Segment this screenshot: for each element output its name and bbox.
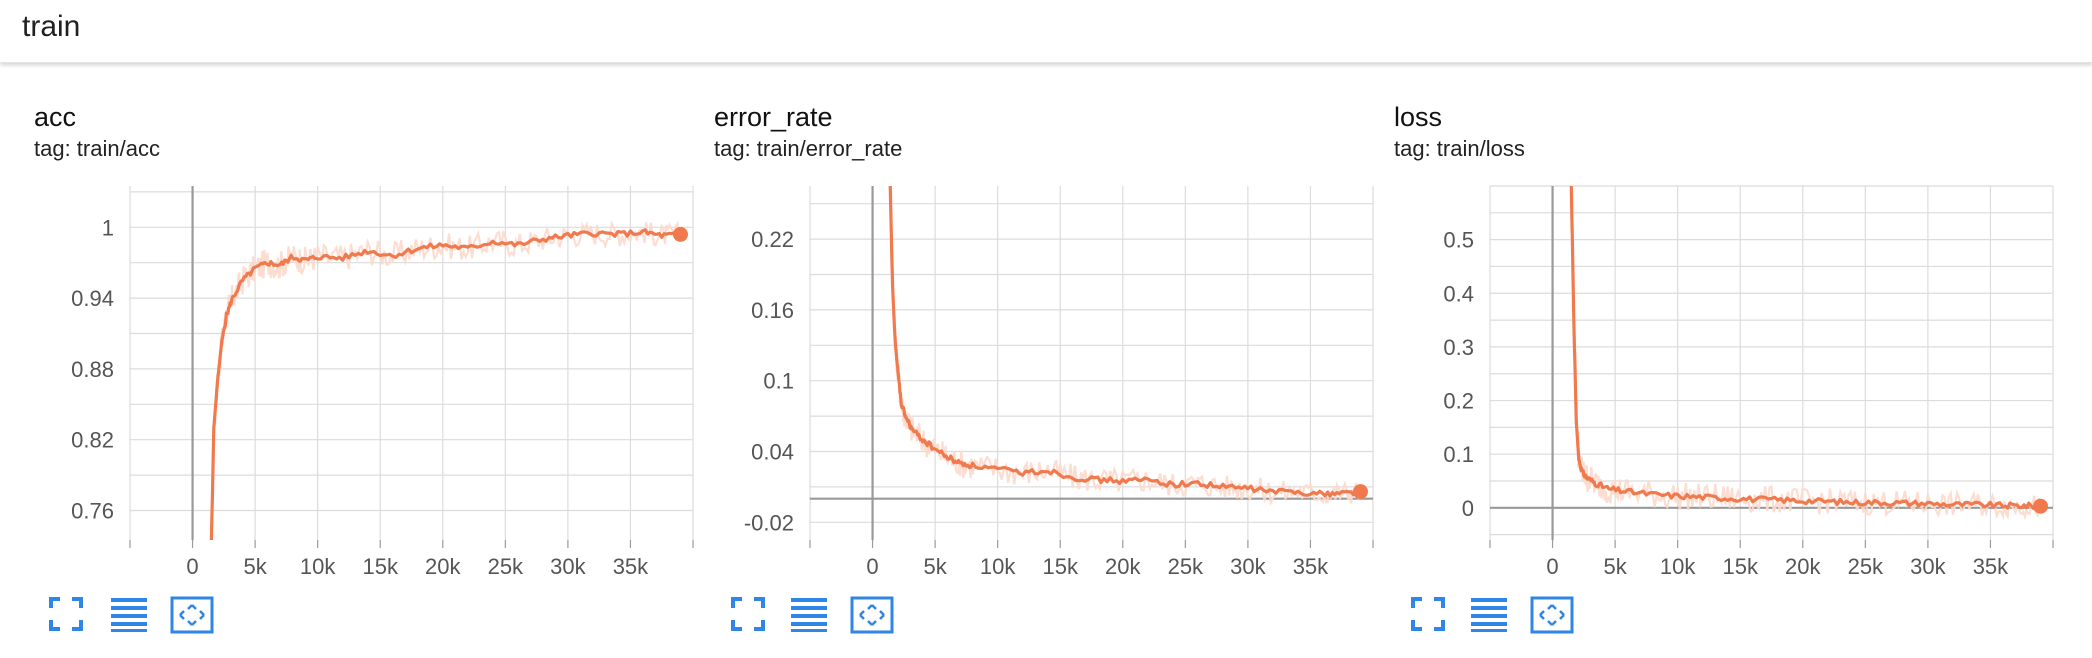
x-tick-label: 30k bbox=[550, 554, 586, 579]
expand-chart-button[interactable] bbox=[170, 596, 214, 638]
x-tick-label: 0 bbox=[1546, 554, 1558, 579]
chart-title: error_rate bbox=[714, 102, 833, 132]
expand-icon bbox=[170, 596, 214, 634]
y-tick-label: 0.82 bbox=[71, 428, 114, 453]
y-tick-label: 0.22 bbox=[751, 227, 794, 252]
y-tick-label: 0.4 bbox=[1443, 281, 1474, 306]
raw-series-line bbox=[889, 186, 1360, 507]
smoothed-series-line bbox=[888, 186, 1362, 498]
series-end-point bbox=[2032, 498, 2048, 514]
fit-domain-button[interactable] bbox=[1410, 596, 1446, 638]
fit-domain-icon bbox=[731, 597, 765, 631]
smoothed-series-line bbox=[1569, 186, 2041, 510]
x-tick-label: 20k bbox=[1105, 554, 1141, 579]
raw-series-line bbox=[1570, 189, 2040, 521]
y-tick-label: 0.1 bbox=[1443, 442, 1474, 467]
error-rate-chart: -0.02 0.04 0.1 0.16 0.22 0 5k 10k 15k 20k 25k 30k 35… bbox=[744, 186, 1374, 579]
chart-tag: tag: train/loss bbox=[1394, 136, 1525, 161]
x-tick-label: 10k bbox=[300, 554, 336, 579]
chart-card-loss: loss tag: train/loss 0 0.1 0.2 0.3 0.4 0.5 0 5k… bbox=[1360, 90, 2054, 650]
x-tick-label: 5k bbox=[243, 554, 267, 579]
fit-domain-icon bbox=[49, 597, 83, 631]
chart-title: loss bbox=[1394, 102, 1443, 132]
fit-domain-icon bbox=[1411, 597, 1445, 631]
run-header: train bbox=[0, 0, 2092, 63]
x-tick-label: 10k bbox=[980, 554, 1016, 579]
y-tick-label: -0.02 bbox=[744, 510, 794, 535]
chart-card-error-rate: error_rate tag: train/error_rate -0.02 0.… bbox=[680, 90, 1374, 650]
x-tick-label: 25k bbox=[488, 554, 524, 579]
x-tick-label: 0 bbox=[866, 554, 878, 579]
x-tick-label: 25k bbox=[1168, 554, 1204, 579]
y-tick-label: 0.3 bbox=[1443, 335, 1474, 360]
expand-chart-button[interactable] bbox=[1530, 596, 1574, 638]
fit-domain-button[interactable] bbox=[48, 596, 84, 638]
run-title: train bbox=[22, 10, 81, 43]
x-tick-label: 35k bbox=[1293, 554, 1329, 579]
chart-title: acc bbox=[34, 102, 77, 132]
series-end-point bbox=[672, 226, 688, 242]
loss-chart: 0 0.1 0.2 0.3 0.4 0.5 0 5k 10k 15k 20k 25k 30k 35k bbox=[1443, 185, 2054, 579]
x-tick-label: 35k bbox=[613, 554, 649, 579]
y-tick-label: 0.2 bbox=[1443, 389, 1474, 414]
acc-chart: 0.76 0.82 0.88 0.94 1 0 5k 10k 15k 20k 25k 30k 35k bbox=[71, 186, 694, 579]
y-tick-label: 0.88 bbox=[71, 357, 114, 382]
toggle-log-icon bbox=[1471, 598, 1507, 632]
x-tick-label: 30k bbox=[1230, 554, 1266, 579]
x-tick-label: 10k bbox=[1660, 554, 1696, 579]
toggle-log-scale-button[interactable] bbox=[110, 596, 148, 638]
x-tick-label: 35k bbox=[1973, 554, 2009, 579]
series-group bbox=[1569, 186, 2041, 521]
y-tick-label: 0.76 bbox=[71, 499, 114, 524]
series-group bbox=[888, 186, 1362, 507]
y-tick-label: 0.04 bbox=[751, 440, 794, 465]
raw-series-line bbox=[210, 220, 680, 540]
x-tick-label: 5k bbox=[923, 554, 947, 579]
toggle-log-icon bbox=[111, 598, 147, 632]
y-tick-label: 0.5 bbox=[1443, 228, 1474, 253]
chart-tag: tag: train/acc bbox=[34, 136, 160, 161]
expand-icon bbox=[850, 596, 894, 634]
x-tick-label: 20k bbox=[1785, 554, 1821, 579]
x-tick-label: 15k bbox=[1722, 554, 1758, 579]
fit-domain-button[interactable] bbox=[730, 596, 766, 638]
y-tick-label: 0.94 bbox=[71, 286, 114, 311]
toggle-log-scale-button[interactable] bbox=[790, 596, 828, 638]
chart-card-acc: acc tag: train/acc 0.76 0.82 0.88 0.94 1 0 5k 1… bbox=[0, 90, 694, 650]
y-tick-label: 1 bbox=[102, 215, 114, 240]
chart-tag: tag: train/error_rate bbox=[714, 136, 903, 161]
y-tick-label: 0.16 bbox=[751, 298, 794, 323]
toggle-log-scale-button[interactable] bbox=[1470, 596, 1508, 638]
x-tick-label: 15k bbox=[362, 554, 398, 579]
expand-icon bbox=[1530, 596, 1574, 634]
x-tick-label: 0 bbox=[186, 554, 198, 579]
y-tick-label: 0.1 bbox=[763, 369, 794, 394]
y-tick-label: 0 bbox=[1462, 496, 1474, 521]
series-group bbox=[209, 220, 682, 540]
x-tick-label: 20k bbox=[425, 554, 461, 579]
smoothed-series-line bbox=[209, 228, 682, 540]
x-tick-label: 5k bbox=[1603, 554, 1627, 579]
series-end-point bbox=[1352, 484, 1368, 500]
x-tick-label: 30k bbox=[1910, 554, 1946, 579]
toggle-log-icon bbox=[791, 598, 827, 632]
expand-chart-button[interactable] bbox=[850, 596, 894, 638]
x-tick-label: 15k bbox=[1042, 554, 1078, 579]
x-tick-label: 25k bbox=[1848, 554, 1884, 579]
